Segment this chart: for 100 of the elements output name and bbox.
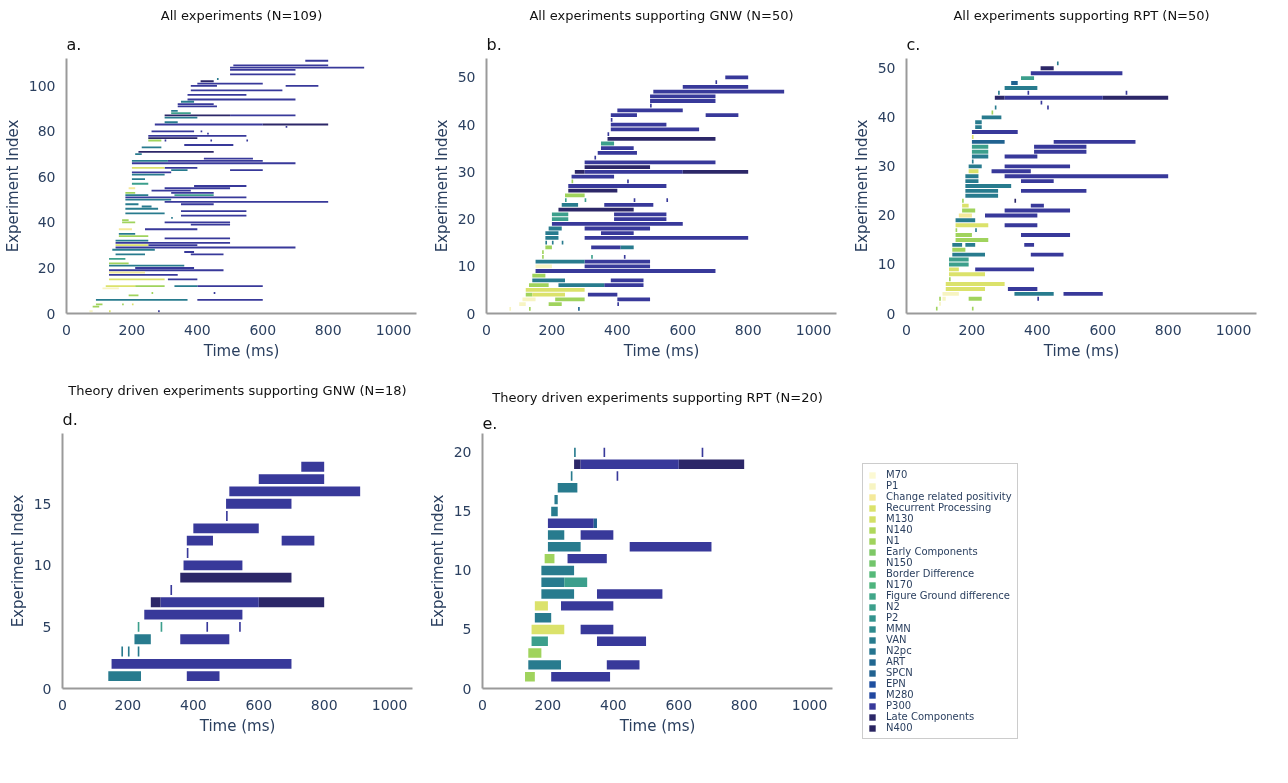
legend-label: N1 [886, 535, 901, 546]
y-tick-label: 10 [453, 562, 472, 579]
x-axis-title: Time (ms) [198, 716, 276, 735]
bar [1020, 188, 1087, 193]
x-tick-label: 0 [478, 696, 487, 713]
x-tick-label: 0 [58, 696, 67, 713]
bar [600, 146, 634, 151]
bar [968, 169, 979, 174]
bar [1004, 85, 1038, 90]
bar [1020, 76, 1035, 81]
y-tick-label: 15 [453, 503, 472, 520]
x-axis-title: Time (ms) [618, 716, 696, 735]
y-tick-label: 30 [877, 158, 896, 175]
bar [258, 474, 325, 485]
y-tick-label: 60 [37, 168, 56, 185]
bar [531, 624, 565, 635]
x-tick-label: 800 [1154, 321, 1182, 338]
y-tick-label: 20 [877, 207, 896, 224]
x-tick-label: 1000 [791, 696, 828, 713]
bar [531, 636, 548, 646]
bar [160, 597, 259, 608]
bar [547, 542, 581, 552]
text: e. [482, 413, 498, 433]
bar [614, 212, 667, 217]
y-tick-label: 30 [457, 163, 476, 180]
x-axis-title: Time (ms) [1042, 341, 1120, 360]
bar [541, 565, 575, 576]
bar [678, 459, 745, 469]
bar [180, 634, 230, 645]
bar [1040, 66, 1054, 71]
bar [945, 282, 1005, 287]
bar [186, 671, 220, 682]
bar [1004, 223, 1038, 228]
bar [564, 577, 588, 587]
bar [551, 221, 683, 226]
bar [111, 658, 292, 669]
y-axis-title: Experiment Index [3, 119, 22, 253]
bar [183, 560, 243, 571]
text: d. [62, 409, 78, 429]
x-tick-label: 200 [534, 696, 562, 713]
legend-label: P2 [886, 612, 900, 623]
bar [557, 483, 578, 493]
bar [281, 535, 315, 546]
legend-label: Border Difference [886, 568, 975, 579]
legend-label: Change related positivity [886, 491, 1012, 502]
bar [568, 188, 618, 193]
bar [971, 130, 1018, 135]
bar [596, 636, 647, 646]
bar [547, 518, 594, 528]
y-tick-label: 40 [37, 214, 56, 231]
bar [955, 223, 989, 228]
bar [584, 165, 651, 169]
legend-label: Figure Ground difference [886, 590, 1010, 601]
bar [534, 612, 552, 623]
y-tick-label: 20 [37, 259, 56, 276]
bar [975, 120, 982, 125]
x-tick-label: 0 [902, 321, 911, 338]
x-tick-label: 200 [538, 321, 566, 338]
x-tick-label: 400 [183, 321, 211, 338]
bar [522, 297, 536, 302]
x-tick-label: 200 [958, 321, 986, 338]
bar [180, 572, 292, 583]
bar [580, 624, 614, 635]
bar [134, 634, 151, 645]
bar [547, 530, 565, 540]
bar [981, 115, 1002, 120]
chart-title: Theory driven experiments supporting GNW (N=18) [67, 382, 407, 398]
text: a. [66, 34, 82, 54]
bar [561, 203, 579, 207]
bar [186, 535, 213, 546]
legend-label: MMN [886, 623, 911, 634]
bar [258, 597, 325, 608]
x-tick-label: 800 [314, 321, 342, 338]
bar [226, 498, 292, 509]
bar [551, 506, 558, 517]
bar [629, 542, 712, 552]
x-tick-label: 400 [1023, 321, 1051, 338]
bar [229, 486, 361, 497]
x-tick-label: 200 [114, 696, 142, 713]
bar [617, 297, 651, 302]
x-tick-label: 800 [730, 696, 758, 713]
bar [968, 164, 982, 169]
bar [952, 252, 985, 257]
x-tick-label: 400 [599, 696, 627, 713]
y-tick-label: 0 [466, 305, 476, 322]
bar [952, 247, 966, 252]
bar [1024, 242, 1035, 247]
bar [604, 283, 644, 288]
x-tick-label: 600 [249, 321, 277, 338]
bar [965, 242, 976, 247]
bar [535, 264, 552, 269]
text: b. [486, 34, 502, 54]
legend-label: SPCN [886, 667, 913, 678]
bar [952, 242, 963, 247]
x-tick-label: 1000 [795, 321, 832, 338]
chart-title: All experiments (N=109) [160, 7, 323, 23]
bar [965, 193, 999, 198]
bar [108, 671, 141, 682]
legend-label: M70 [886, 469, 908, 480]
legend-label: N2 [886, 601, 900, 612]
